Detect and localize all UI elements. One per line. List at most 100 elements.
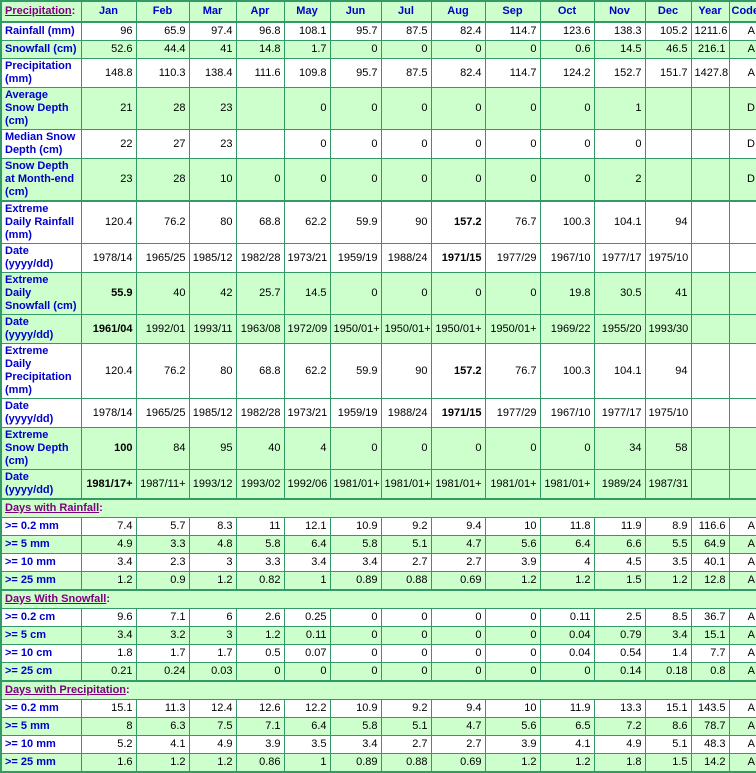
data-cell: 4: [539, 553, 595, 572]
data-cell: 0: [329, 608, 382, 627]
data-cell: 1959/19: [329, 243, 382, 273]
data-cell: 1950/01+: [484, 314, 541, 344]
data-cell: 0: [484, 129, 541, 159]
data-cell: 0: [380, 272, 432, 315]
data-cell: 1978/14: [80, 243, 137, 273]
data-cell: 6.4: [283, 717, 331, 736]
data-cell: 0: [329, 87, 382, 130]
data-cell: 41: [644, 272, 692, 315]
corner-colon: :: [71, 5, 76, 17]
row-label: Date (yyyy/dd): [0, 398, 82, 428]
data-cell: 0: [430, 626, 486, 645]
precipitation-section-link[interactable]: Precipitation:: [0, 0, 82, 23]
data-cell: 41: [188, 40, 237, 59]
data-cell: 0: [329, 644, 382, 663]
data-cell: 5.8: [235, 535, 285, 554]
column-header-aug: Aug: [430, 0, 486, 23]
data-cell: 1.2: [135, 753, 190, 773]
data-cell: 12.6: [235, 699, 285, 718]
section-title-link[interactable]: Days With Snowfall: [5, 593, 107, 605]
column-header-oct: Oct: [539, 0, 595, 23]
code-cell: [728, 314, 756, 344]
data-cell: 0: [484, 158, 541, 202]
data-cell: 1965/25: [135, 243, 190, 273]
data-cell: 0: [283, 87, 331, 130]
data-cell: 1.2: [188, 753, 237, 773]
year-total-cell: [690, 243, 730, 273]
row-label: >= 5 mm: [0, 717, 82, 736]
data-cell: 6.5: [539, 717, 595, 736]
column-header-year: Year: [690, 0, 730, 23]
data-cell: 1.8: [80, 644, 137, 663]
section-title-link[interactable]: Days with Precipitation: [5, 684, 127, 696]
data-cell: 120.4: [80, 343, 137, 399]
data-cell: 19.8: [539, 272, 595, 315]
year-total-cell: [690, 398, 730, 428]
data-cell: 3: [188, 626, 237, 645]
row-label: >= 0.2 mm: [0, 699, 82, 718]
data-cell: [644, 158, 692, 202]
data-cell: 8: [80, 717, 137, 736]
row-label: Extreme Daily Precipitation (mm): [0, 343, 82, 399]
data-cell: 11.9: [593, 517, 646, 536]
data-cell: 1977/17: [593, 398, 646, 428]
data-cell: 65.9: [135, 21, 190, 41]
data-cell: 152.7: [593, 58, 646, 88]
data-cell: 0.14: [593, 662, 646, 682]
data-cell: 2.7: [430, 553, 486, 572]
row-label: Average Snow Depth (cm): [0, 87, 82, 130]
data-cell: 4.7: [430, 535, 486, 554]
data-cell: 10.9: [329, 699, 382, 718]
column-header-code: Code: [728, 0, 756, 23]
section-title-link[interactable]: Days with Rainfall: [5, 502, 100, 514]
data-cell: 4.9: [593, 735, 646, 754]
data-cell: 23: [188, 129, 237, 159]
data-cell: 95: [188, 427, 237, 470]
data-cell: 124.2: [539, 58, 595, 88]
data-cell: 23: [188, 87, 237, 130]
year-total-cell: [690, 200, 730, 244]
data-cell: 0: [484, 87, 541, 130]
data-cell: 1975/10: [644, 243, 692, 273]
data-cell: 0: [329, 40, 382, 59]
data-cell: 76.7: [484, 200, 541, 244]
table-row: >= 10 cm 1.8 1.7 1.7 0.5 0.07 0 0 0 0 0.04 0.54 1.4 7…: [0, 644, 756, 663]
precipitation-link-text[interactable]: Precipitation: [5, 5, 72, 17]
data-cell: 1959/19: [329, 398, 382, 428]
code-cell: A: [728, 535, 756, 554]
data-cell: 1.2: [484, 571, 541, 591]
data-cell: 1989/24: [593, 469, 646, 500]
data-cell: 4.8: [188, 535, 237, 554]
data-cell: 2: [593, 158, 646, 202]
data-cell: 0.9: [135, 571, 190, 591]
data-cell: 97.4: [188, 21, 237, 41]
data-cell: 10: [188, 158, 237, 202]
data-cell: [235, 87, 285, 130]
data-cell: 1982/28: [235, 398, 285, 428]
data-cell: 0: [329, 626, 382, 645]
data-cell: 0.86: [235, 753, 285, 773]
data-cell: 0: [539, 87, 595, 130]
data-cell: 95.7: [329, 21, 382, 41]
data-cell: 1963/08: [235, 314, 285, 344]
data-cell: 90: [380, 200, 432, 244]
year-total-cell: [690, 272, 730, 315]
row-label: >= 10 cm: [0, 644, 82, 663]
code-cell: D: [728, 158, 756, 202]
table-row: >= 0.2 mm 7.4 5.7 8.3 11 12.1 10.9 9.2 9.4 10 11.8…: [0, 517, 756, 536]
table-row: >= 10 mm 5.2 4.1 4.9 3.9 3.5 3.4 2.7 2.7 3.9 4.1 4.…: [0, 735, 756, 754]
data-cell: 1971/15: [430, 398, 486, 428]
data-cell: 59.9: [329, 343, 382, 399]
data-cell: 0.11: [283, 626, 331, 645]
data-cell: 12.1: [283, 517, 331, 536]
data-cell: 1987/31: [644, 469, 692, 500]
data-cell: 0: [380, 427, 432, 470]
code-cell: [728, 469, 756, 500]
year-total-cell: 116.6: [690, 517, 730, 536]
data-cell: 151.7: [644, 58, 692, 88]
data-cell: 111.6: [235, 58, 285, 88]
data-cell: 1.2: [80, 571, 137, 591]
section-header-row: Days with Rainfall:: [0, 498, 756, 518]
data-cell: 5.2: [80, 735, 137, 754]
data-cell: 0: [329, 129, 382, 159]
